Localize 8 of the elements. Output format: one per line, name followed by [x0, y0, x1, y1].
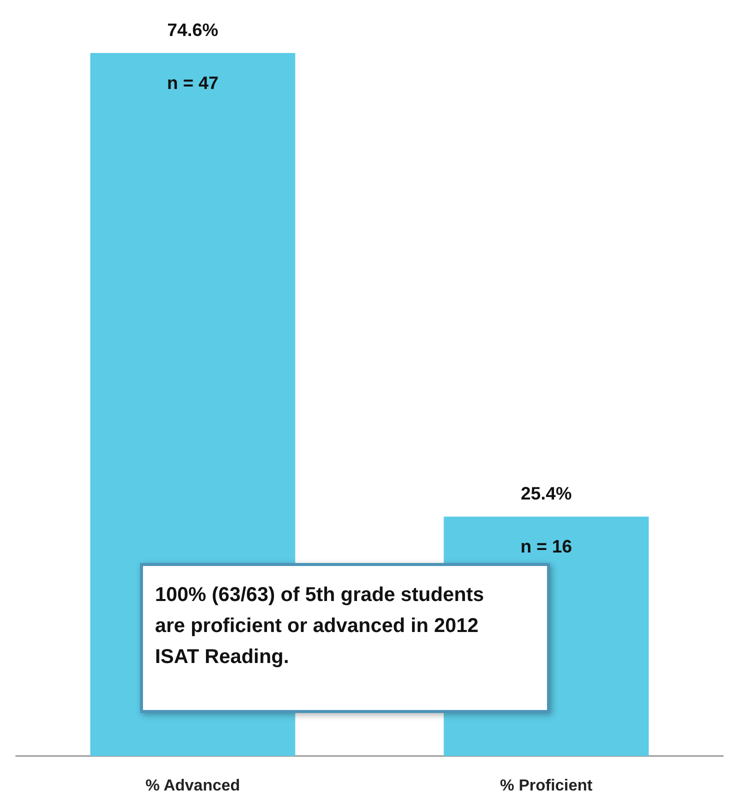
- annotation: 100% (63/63) of 5th grade students are proficient or advanced in 2012 ISAT Reading.: [155, 583, 485, 670]
- x-tick-label: % Advanced: [145, 778, 240, 794]
- annotation: n = 47: [166, 73, 219, 93]
- data-label: 74.6%: [167, 20, 218, 40]
- x-tick-label: % Proficient: [500, 778, 594, 794]
- data-label: 25.4%: [520, 484, 572, 504]
- note-box: 100% (63/63) of 5th grade students are proficient or advanced in 2012 ISAT Reading.: [140, 563, 550, 713]
- annotation: n = 16: [520, 536, 572, 557]
